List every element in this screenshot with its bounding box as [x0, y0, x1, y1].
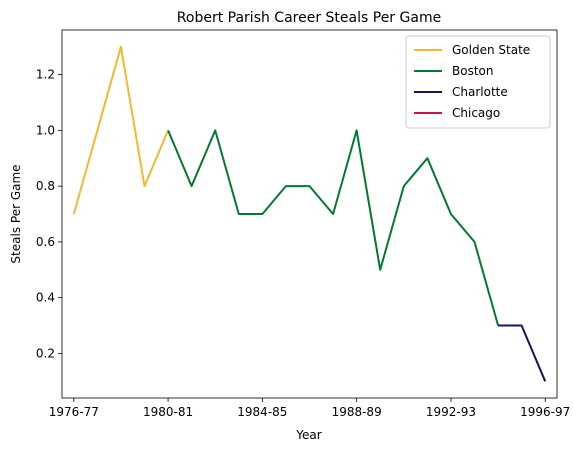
- x-tick-label: 1984-85: [237, 405, 287, 419]
- legend: Golden State Boston Charlotte Chicago: [405, 35, 551, 129]
- y-tick-label: 1.0: [36, 123, 55, 137]
- x-tick-label: 1976-77: [49, 405, 99, 419]
- legend-label-2: Charlotte: [452, 85, 508, 99]
- series-line-2: [498, 324, 547, 382]
- y-tick-label: 0.2: [36, 346, 55, 360]
- x-axis-title: Year: [295, 428, 321, 442]
- plot-lines: [72, 45, 547, 382]
- x-tick-label: 1980-81: [143, 405, 193, 419]
- y-axis-title: Steals Per Game: [9, 164, 23, 263]
- x-tick-label: 1988-89: [332, 405, 382, 419]
- y-tick-label: 0.8: [36, 179, 55, 193]
- series-line-0: [72, 45, 170, 215]
- x-axis-ticks: 1976-77 1980-81 1984-85 1988-89 1992-93 1996-…: [49, 398, 570, 419]
- y-axis-ticks: 0.2 0.4 0.6 0.8 1.0 1.2: [36, 68, 62, 360]
- y-tick-label: 1.2: [36, 68, 55, 82]
- series-line-1: [167, 129, 500, 326]
- legend-label-1: Boston: [452, 64, 493, 78]
- x-tick-label: 1996-97: [520, 405, 570, 419]
- plot-area-frame: [61, 29, 558, 399]
- legend-box: [405, 35, 551, 129]
- legend-label-0: Golden State: [452, 43, 530, 57]
- legend-label-3: Chicago: [452, 106, 500, 120]
- y-tick-label: 0.6: [36, 235, 55, 249]
- chart-title: Robert Parish Career Steals Per Game: [177, 10, 441, 26]
- x-tick-label: 1992-93: [426, 405, 476, 419]
- y-tick-label: 0.4: [36, 291, 55, 305]
